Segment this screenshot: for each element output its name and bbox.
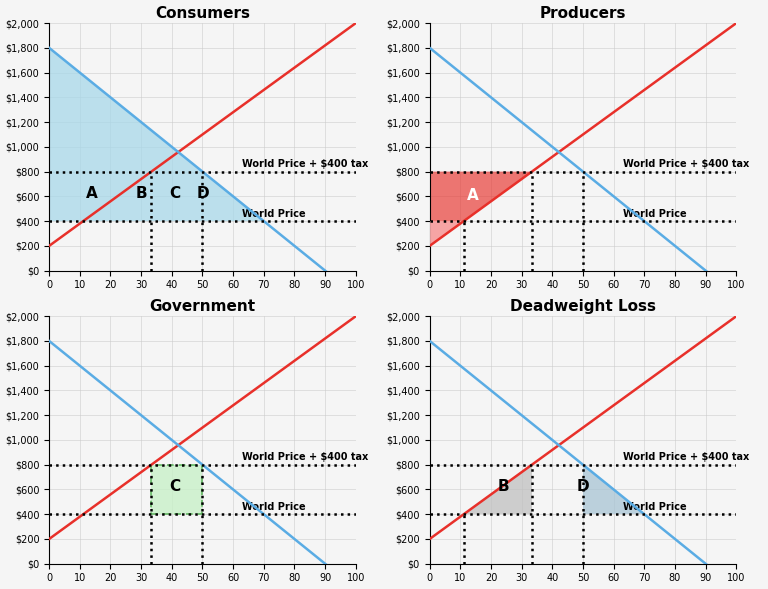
Polygon shape xyxy=(429,221,464,246)
Text: World Price: World Price xyxy=(243,209,306,219)
Polygon shape xyxy=(429,171,532,246)
Text: B: B xyxy=(135,186,147,201)
Text: World Price + $400 tax: World Price + $400 tax xyxy=(623,452,749,462)
Polygon shape xyxy=(49,48,263,221)
Text: World Price + $400 tax: World Price + $400 tax xyxy=(623,159,749,169)
Text: World Price + $400 tax: World Price + $400 tax xyxy=(243,159,369,169)
Text: World Price: World Price xyxy=(623,209,687,219)
Title: Deadweight Loss: Deadweight Loss xyxy=(510,299,656,314)
Text: A: A xyxy=(467,188,478,203)
Text: World Price + $400 tax: World Price + $400 tax xyxy=(243,452,369,462)
Text: B: B xyxy=(498,479,509,494)
Polygon shape xyxy=(583,465,644,514)
Polygon shape xyxy=(151,465,203,514)
Text: C: C xyxy=(169,479,180,494)
Text: A: A xyxy=(86,186,98,201)
Title: Producers: Producers xyxy=(540,5,626,21)
Title: Consumers: Consumers xyxy=(155,5,250,21)
Title: Government: Government xyxy=(150,299,256,314)
Text: D: D xyxy=(577,479,589,494)
Polygon shape xyxy=(464,465,532,514)
Text: World Price: World Price xyxy=(623,502,687,512)
Text: D: D xyxy=(196,186,209,201)
Text: World Price: World Price xyxy=(243,502,306,512)
Text: C: C xyxy=(169,186,180,201)
